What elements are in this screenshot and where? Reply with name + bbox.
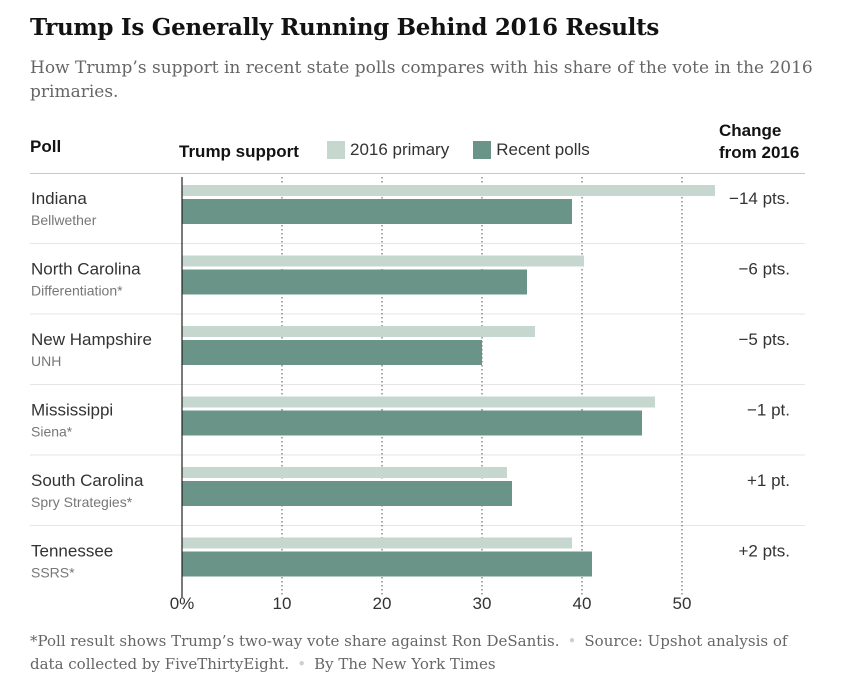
- legend-label-2016-primary: 2016 primary: [350, 140, 450, 159]
- row-label-pollster: Differentiation*: [31, 283, 123, 299]
- separator-dot-icon: •: [567, 632, 577, 650]
- footnote-source: Source: Upshot analysis of data collecte…: [30, 632, 788, 673]
- x-tick-label: 20: [373, 594, 392, 613]
- bar-2016-primary: [182, 326, 535, 337]
- bar-recent-polls: [182, 410, 642, 436]
- x-tick-label: 0%: [170, 594, 195, 613]
- row-label-pollster: Spry Strategies*: [31, 494, 133, 510]
- row-label-state: South Carolina: [31, 471, 144, 490]
- row-label-pollster: Bellwether: [31, 212, 97, 228]
- change-value: −6 pts.: [738, 260, 790, 279]
- legend-item-recent-polls: Recent polls: [473, 140, 590, 160]
- bar-2016-primary: [182, 255, 584, 267]
- bar-recent-polls: [182, 551, 592, 577]
- x-tick-label: 50: [673, 594, 692, 613]
- bar-recent-polls: [182, 340, 482, 365]
- x-tick-label: 10: [273, 594, 292, 613]
- footnote-note: *Poll result shows Trump’s two-way vote …: [30, 632, 560, 650]
- bar-2016-primary: [182, 467, 507, 478]
- row-label-state: Mississippi: [31, 401, 113, 420]
- bar-2016-primary: [182, 537, 572, 549]
- chart-title: Trump Is Generally Running Behind 2016 R…: [30, 14, 660, 41]
- change-value: −14 pts.: [729, 189, 790, 208]
- change-header-line2: from 2016: [719, 143, 800, 162]
- legend-label-recent-polls: Recent polls: [496, 140, 590, 159]
- poll-column-header: Poll: [30, 137, 62, 156]
- legend-swatch-recent-polls: [473, 141, 492, 159]
- change-column-header: Change from 2016: [719, 120, 799, 164]
- row-label-state: Tennessee: [31, 542, 113, 561]
- footnote-byline: By The New York Times: [314, 655, 496, 673]
- change-value: +1 pt.: [747, 471, 790, 490]
- row-label-pollster: UNH: [31, 353, 61, 369]
- row-label-pollster: SSRS*: [31, 565, 75, 581]
- footnote: *Poll result shows Trump’s two-way vote …: [30, 630, 820, 676]
- bar-recent-polls: [182, 481, 512, 506]
- bar-2016-primary: [182, 396, 655, 408]
- bar-recent-polls: [182, 199, 572, 224]
- legend-swatch-2016-primary: [327, 141, 345, 159]
- legend: 2016 primary Recent polls: [327, 140, 614, 160]
- change-value: −1 pt.: [747, 401, 790, 420]
- bar-2016-primary: [182, 185, 715, 196]
- row-label-state: North Carolina: [31, 260, 141, 279]
- change-value: +2 pts.: [738, 542, 790, 561]
- row-label-state: New Hampshire: [31, 330, 152, 349]
- row-label-state: Indiana: [31, 189, 87, 208]
- change-header-line1: Change: [719, 121, 782, 140]
- x-tick-label: 40: [573, 594, 592, 613]
- chart-subtitle: How Trump’s support in recent state poll…: [30, 58, 813, 102]
- trump-support-header: Trump support: [179, 142, 299, 161]
- change-value: −5 pts.: [738, 330, 790, 349]
- bar-recent-polls: [182, 269, 527, 295]
- legend-item-2016-primary: 2016 primary: [327, 140, 449, 160]
- x-tick-label: 30: [473, 594, 492, 613]
- row-label-pollster: Siena*: [31, 424, 73, 440]
- separator-dot-icon: •: [297, 655, 307, 673]
